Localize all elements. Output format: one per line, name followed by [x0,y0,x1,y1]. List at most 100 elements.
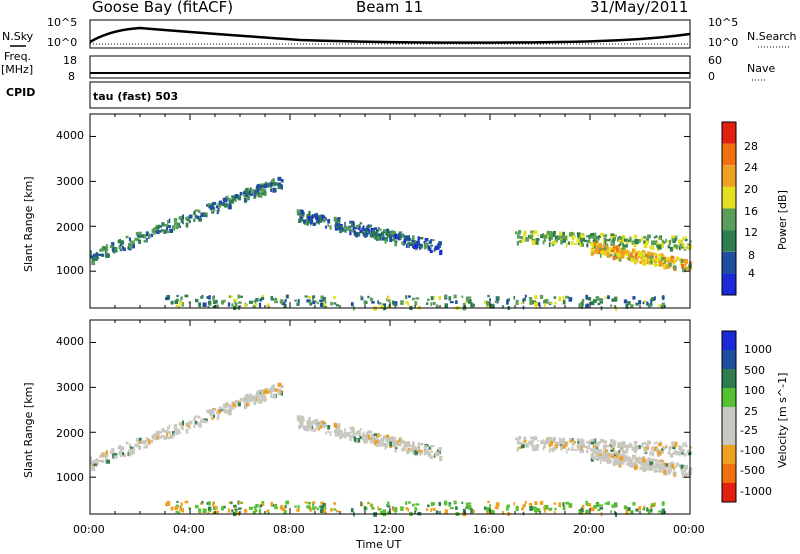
power-echo-cell [523,297,526,302]
velocity-echo-cell [414,507,418,512]
power-echo-cell [661,242,664,245]
velocity-echo-cell [253,400,256,404]
power-echo-cell [249,187,252,191]
power-echo-cell [618,253,622,257]
power-echo-cell [643,260,645,263]
velocity-echo-cell [362,431,365,434]
velocity-echo-cell [650,508,653,513]
power-echo-cell [521,237,525,243]
velocity-echo-cell [597,449,602,455]
power-echo-cell [684,267,687,271]
power-echo-cell [167,225,171,228]
power-echo-cell [678,239,682,244]
velocity-echo-cell [546,440,549,445]
velocity-echo-cell [412,441,415,446]
power-echo-cell [350,302,354,307]
power-echo-cell [588,234,591,240]
velocity-echo-cell [523,503,526,508]
velocity-echo-cell [208,501,211,506]
velocity-echo-cell [444,509,448,514]
power-echo-cell [235,194,239,199]
velocity-echo-cell [315,422,318,425]
velocity-echo-cell [649,465,653,470]
velocity-echo-cell [629,442,632,448]
power-echo-cell [525,237,529,242]
velocity-ytick-4000: 4000 [56,335,84,348]
velocity-echo-cell [245,397,250,401]
velocity-echo-cell [605,449,609,452]
power-echo-cell [95,252,98,257]
velocity-echo-cell [104,452,109,458]
velocity-echo-cell [671,444,675,447]
nave-tick-bottom: 0 [708,70,715,83]
power-echo-cell [461,295,464,298]
velocity-echo-cell [634,454,637,460]
power-echo-cell [610,249,615,253]
power-echo-cell [665,238,667,242]
velocity-echo-cell [200,502,204,505]
power-echo-cell [405,235,408,240]
velocity-echo-cell [109,451,113,454]
power-echo-cell [229,199,233,204]
power-echo-cell [623,236,626,241]
velocity-echo-cell [355,438,358,444]
power-echo-cell [663,263,667,269]
date-title: 31/May/2011 [590,0,689,16]
power-echo-cell [668,239,672,245]
power-echo-cell [597,237,600,240]
power-echo-cell [91,258,95,261]
velocity-echo-cell [235,400,239,405]
velocity-echo-cell [435,510,439,514]
velocity-echo-cell [244,400,249,403]
velocity-echo-cell [309,508,312,512]
velocity-echo-cell [381,442,386,447]
power-echo-cell [91,260,96,265]
velocity-echo-cell [128,449,131,452]
power-echo-cell [266,303,270,307]
velocity-echo-cell [243,509,247,513]
power-echo-cell [352,224,355,228]
velocity-echo-cell [562,437,565,443]
velocity-echo-cell [683,465,686,470]
velocity-echo-cell [576,444,580,449]
power-echo-cell [515,232,520,235]
velocity-echo-cell [243,400,245,403]
power-echo-cell [659,264,662,267]
velocity-echo-cell [138,445,142,450]
velocity-echo-cell [378,508,382,511]
power-echo-cell [248,190,251,196]
velocity-echo-cell [364,438,369,442]
velocity-echo-cell [182,427,184,431]
power-echo-cell [592,242,595,248]
power-echo-cell [344,228,347,233]
power-echo-cell [611,298,615,302]
power-echo-cell [651,240,655,246]
velocity-echo-cell [229,405,233,410]
velocity-echo-cell [679,452,681,457]
velocity-echo-cell [423,451,426,456]
velocity-echo-cell [650,458,655,462]
power-echo-cell [673,267,676,272]
velocity-echo-cell [675,450,679,456]
velocity-echo-cell [424,448,428,454]
power-echo-cell [232,197,236,201]
power-echo-cell [381,231,385,235]
velocity-echo-cell [660,450,665,454]
power-echo-cell [296,209,301,214]
power-echo-cell [392,231,397,234]
velocity-echo-cell [560,444,563,447]
velocity-echo-cell [180,425,184,429]
power-echo-cell [596,236,599,239]
power-echo-cell [231,195,235,199]
velocity-echo-cell [580,507,584,513]
power-echo-cell [312,296,315,301]
power-echo-cell [671,235,676,239]
nsearch-label: N.Search [747,30,797,43]
power-echo-cell [627,256,631,261]
velocity-echo-cell [530,436,535,440]
velocity-echo-cell [386,434,389,438]
velocity-echo-cell [534,501,538,505]
velocity-echo-cell [371,435,376,441]
power-echo-cell [307,216,311,221]
velocity-echo-cell [167,426,169,431]
